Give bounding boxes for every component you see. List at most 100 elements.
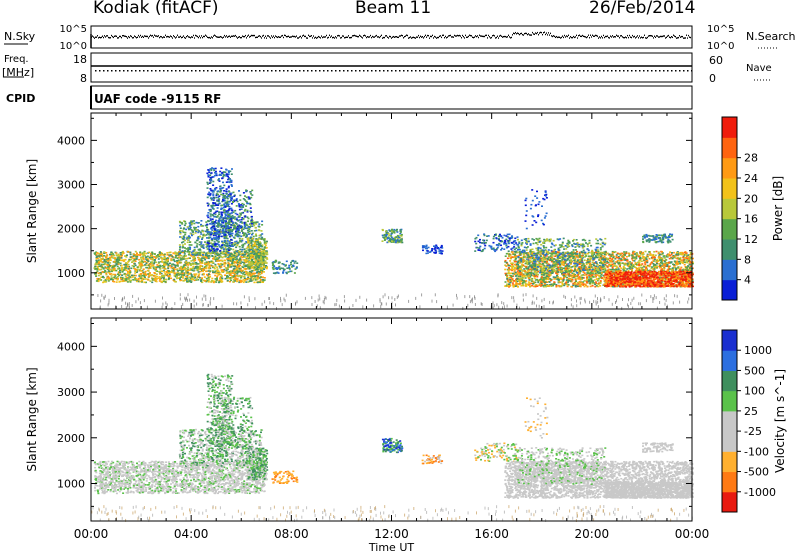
power-cell — [165, 273, 168, 276]
power-cell — [187, 273, 190, 276]
nsky-point — [101, 36, 102, 39]
power-cell — [129, 256, 132, 258]
power-cell — [97, 267, 100, 270]
power-cell — [194, 241, 197, 244]
power-cell — [109, 264, 112, 267]
power-cell — [246, 251, 249, 254]
power-cell — [264, 255, 267, 258]
power-cell — [221, 240, 224, 243]
power-cell — [139, 254, 142, 257]
power-cell — [226, 222, 229, 224]
power-cell — [196, 251, 199, 254]
power-cell — [271, 262, 274, 264]
power-cell — [218, 219, 221, 222]
power-cell — [104, 269, 107, 272]
power-cell — [240, 240, 243, 243]
power-cell — [199, 249, 202, 251]
nsky-point — [425, 34, 426, 36]
nsky-point — [417, 36, 418, 38]
nsky-point — [565, 36, 566, 38]
power-cell — [249, 272, 252, 275]
nave-point — [671, 70, 673, 72]
power-cell — [132, 255, 135, 257]
power-cell — [121, 259, 124, 261]
power-cell — [248, 264, 251, 266]
power-cell — [237, 270, 240, 273]
power-cell — [121, 254, 123, 257]
power-cell — [181, 244, 184, 246]
power-cell — [203, 276, 206, 278]
power-cell — [230, 220, 233, 222]
power-cell — [141, 279, 144, 282]
power-cell — [184, 277, 187, 280]
power-cell — [205, 221, 208, 223]
power-cell — [231, 276, 234, 279]
power-cell — [384, 234, 387, 237]
power-cell — [250, 274, 252, 277]
nsky-point — [489, 36, 490, 38]
power-cell — [209, 168, 212, 170]
power-cell — [103, 260, 106, 263]
power-cell — [128, 272, 131, 275]
nave-point — [515, 70, 517, 72]
power-cell — [191, 262, 194, 265]
power-cell — [210, 172, 213, 174]
nsky-point — [351, 36, 352, 39]
power-cell — [180, 221, 183, 224]
power-cell — [248, 260, 251, 263]
power-cell — [182, 266, 185, 268]
power-cell — [117, 256, 120, 258]
power-cell — [184, 233, 187, 236]
power-cell — [211, 255, 214, 257]
power-cell — [201, 268, 204, 271]
power-cell — [153, 275, 156, 277]
nsky-point — [596, 34, 597, 37]
power-cell — [246, 259, 249, 262]
power-cell — [189, 267, 192, 270]
power-cell — [245, 200, 248, 203]
power-cell — [108, 277, 110, 279]
power-cell — [155, 255, 158, 257]
power-cell — [148, 251, 151, 254]
power-cell — [179, 227, 182, 229]
power-cell — [212, 257, 214, 260]
power-cell — [234, 227, 236, 230]
power-cell — [246, 239, 249, 241]
power-cell — [235, 251, 238, 254]
nsky-point — [176, 36, 177, 38]
power-cell — [253, 269, 255, 272]
power-cell — [100, 263, 103, 266]
nsky-point — [270, 37, 271, 39]
power-cell — [145, 266, 148, 269]
power-cell — [503, 248, 506, 250]
power-cell — [114, 257, 116, 259]
power-cell — [233, 243, 236, 246]
power-cell — [207, 216, 210, 219]
nave-point — [323, 70, 325, 72]
nsky-point — [528, 33, 529, 35]
power-cell — [135, 258, 138, 260]
power-cell — [173, 260, 176, 263]
power-cell — [255, 250, 258, 253]
power-cell — [231, 185, 233, 187]
power-cell — [501, 237, 504, 239]
nsky-point — [255, 36, 256, 39]
nsky-point — [513, 32, 514, 34]
nsky-point — [604, 36, 605, 39]
power-cell — [226, 205, 229, 207]
nsky-point — [168, 36, 169, 38]
power-cell — [131, 261, 133, 263]
power-cell — [98, 255, 101, 257]
power-cell — [221, 260, 224, 263]
power-cell — [254, 248, 257, 251]
power-cell — [227, 175, 229, 178]
power-cell — [207, 212, 210, 214]
power-cell — [218, 223, 221, 225]
power-cell — [136, 266, 139, 268]
power-cell — [282, 267, 284, 270]
power-cell — [182, 257, 185, 259]
power-cell — [215, 225, 218, 227]
power-cell — [212, 281, 215, 284]
power-cell — [149, 267, 152, 269]
power-cell — [291, 260, 294, 262]
